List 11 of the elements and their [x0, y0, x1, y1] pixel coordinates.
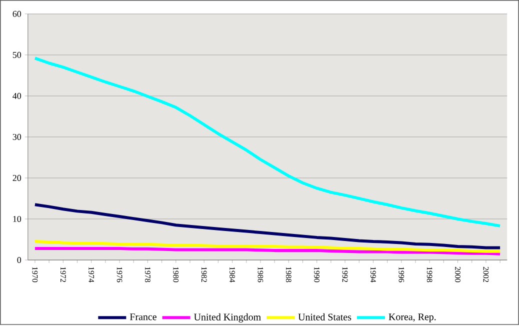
y-tick-label: 0: [17, 257, 22, 264]
y-tick-label: 60: [12, 10, 22, 18]
legend-label: United Kingdom: [194, 313, 261, 323]
legend-label: United States: [298, 313, 352, 321]
y-tick-label: 40: [12, 92, 22, 100]
legend-label: Korea, Rep.: [388, 314, 436, 322]
y-tick-label: 50: [12, 52, 22, 58]
y-tick-label: 30: [12, 134, 22, 140]
y-tick-label: 10: [13, 216, 22, 222]
legend-label: France: [130, 314, 156, 320]
y-tick-label: 20: [12, 175, 22, 182]
